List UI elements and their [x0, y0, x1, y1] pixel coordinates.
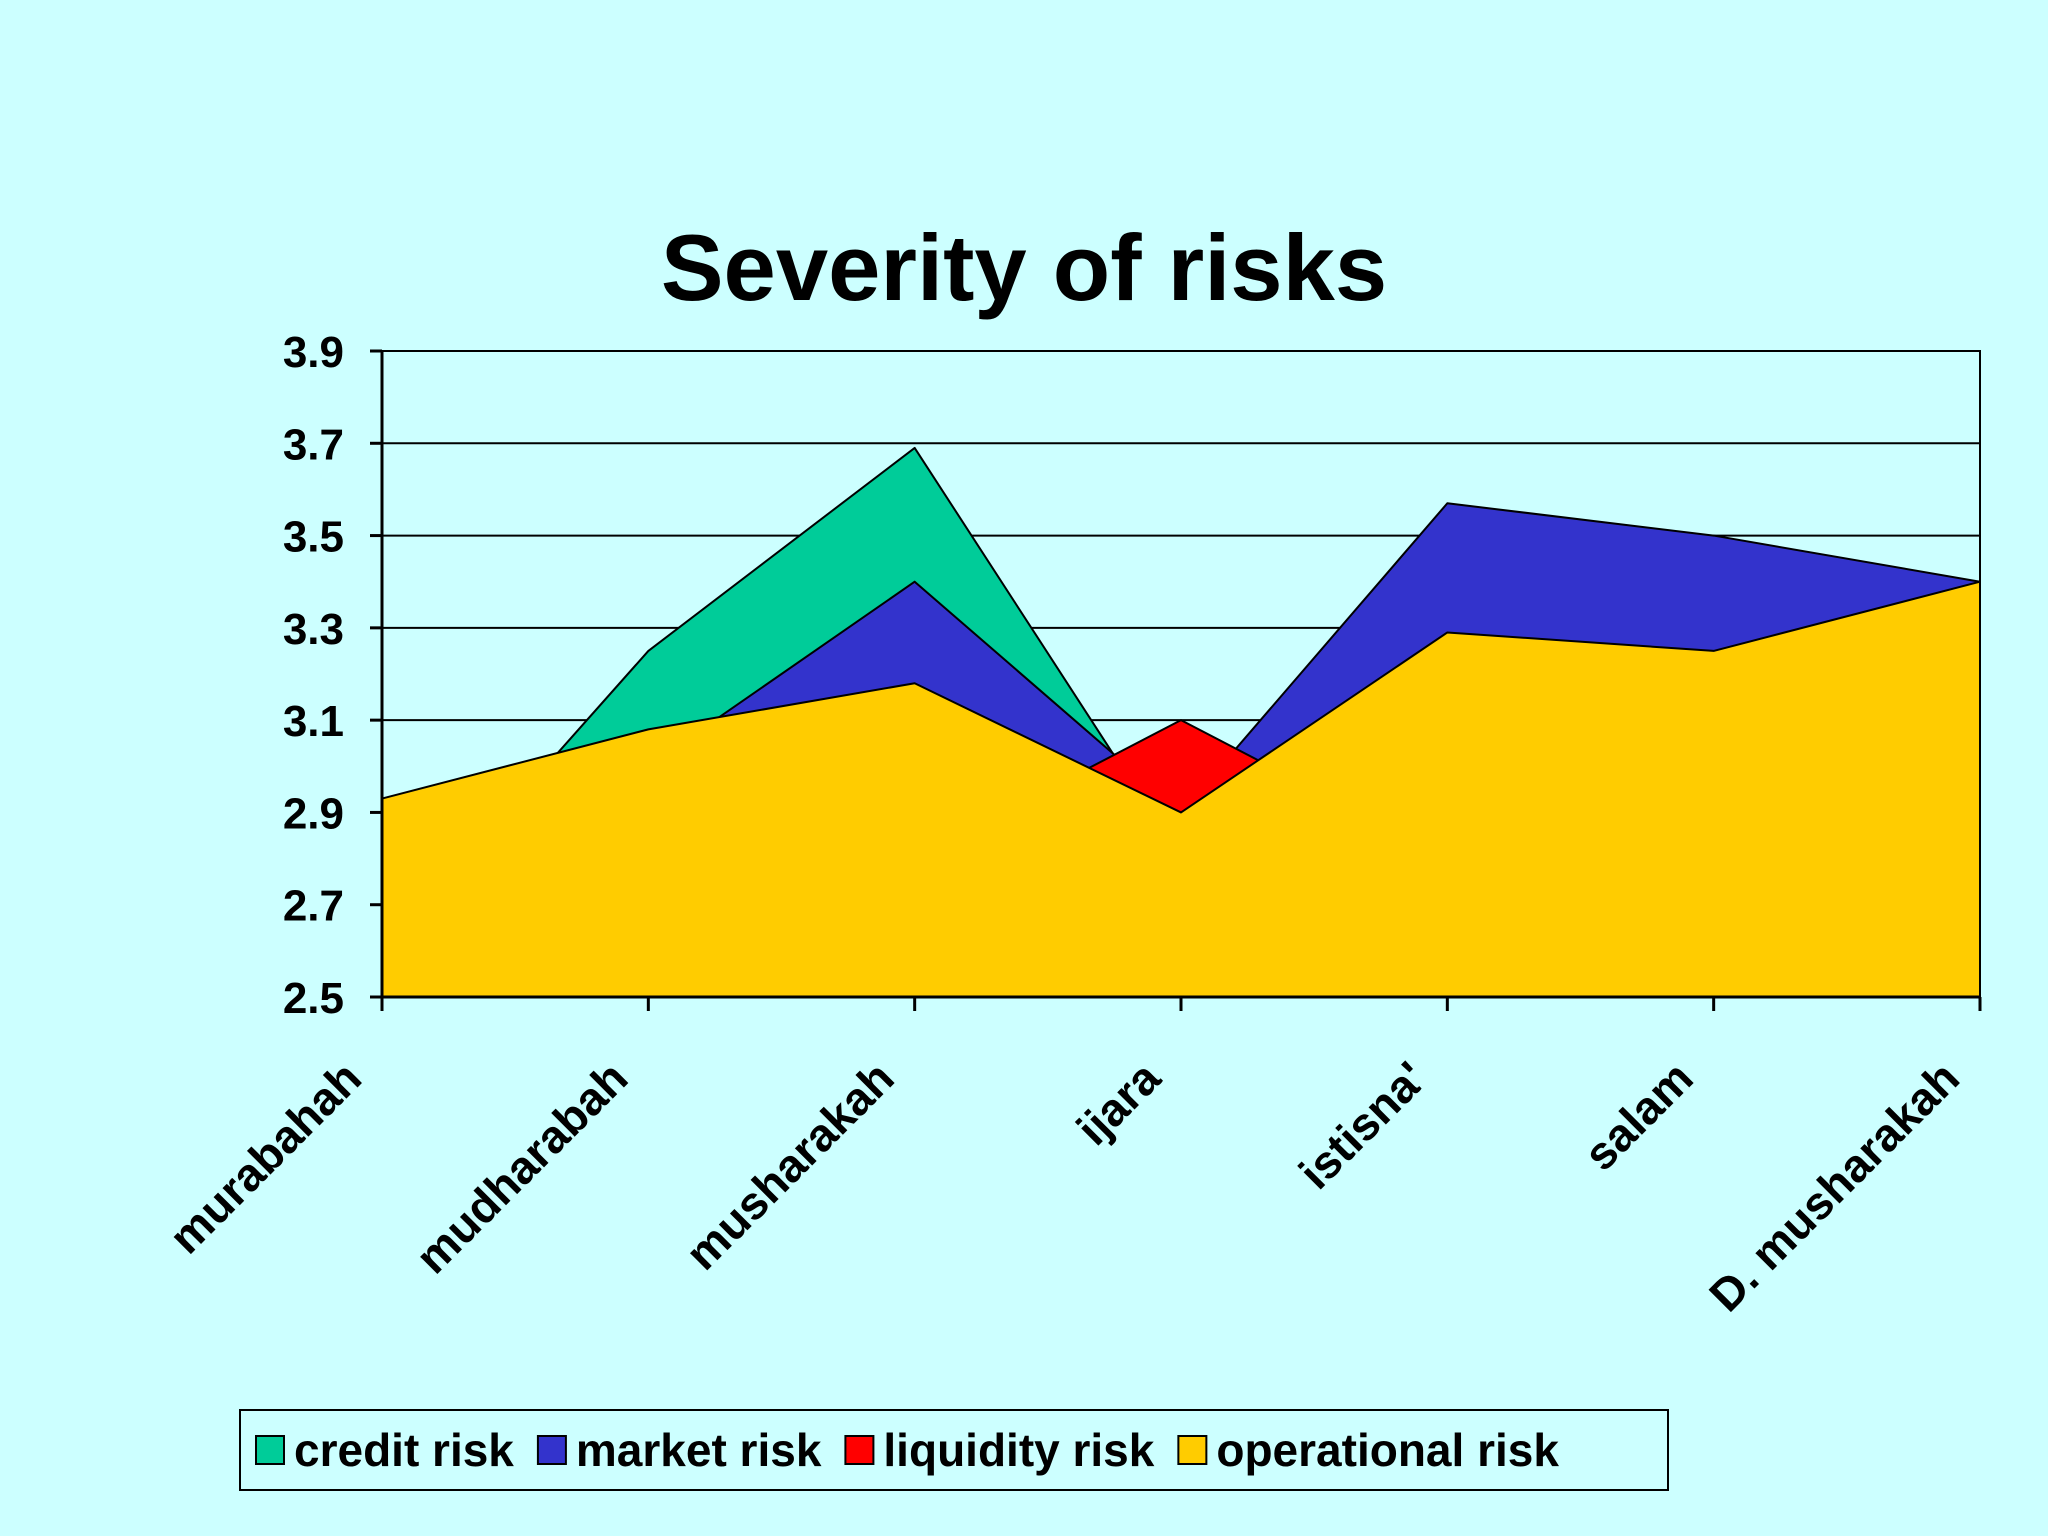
- legend-item-operational-risk: operational risk: [1177, 1424, 1559, 1476]
- x-tick-label: ijara: [1066, 1051, 1170, 1155]
- x-tick-label: murabahah: [159, 1051, 371, 1263]
- y-tick-label: 2.7: [283, 882, 344, 931]
- x-tick-label: istisna': [1289, 1051, 1437, 1199]
- y-tick-label: 3.1: [283, 697, 344, 746]
- x-axis-ticks: murabahah mudharabah musharakah ijara istisn…: [159, 997, 1982, 1321]
- x-tick-label: mudharabah: [405, 1051, 637, 1283]
- legend-label: operational risk: [1216, 1424, 1559, 1476]
- legend-swatch: [844, 1435, 875, 1465]
- legend-swatch: [536, 1435, 567, 1465]
- legend-swatch: [1177, 1435, 1208, 1465]
- x-tick-label: D. musharakah: [1699, 1051, 1969, 1321]
- legend-swatch: [255, 1435, 285, 1465]
- y-tick-label: 2.5: [283, 974, 344, 1023]
- legend-label: market risk: [576, 1424, 822, 1476]
- y-tick-label: 2.9: [283, 789, 344, 838]
- legend-item-liquidity-risk: liquidity risk: [844, 1424, 1155, 1476]
- y-tick-label: 3.3: [283, 605, 344, 654]
- legend: credit risk market risk liquidity risk oper…: [239, 1409, 1669, 1491]
- y-tick-label: 3.5: [283, 513, 344, 562]
- legend-box: [239, 1409, 1669, 1491]
- x-tick-label: musharakah: [675, 1051, 903, 1279]
- y-tick-label: 3.7: [283, 420, 344, 469]
- legend-item-market-risk: market risk: [536, 1424, 822, 1476]
- legend-label: liquidity risk: [883, 1424, 1154, 1476]
- legend-label: credit risk: [294, 1424, 514, 1476]
- legend-item-credit-risk: credit risk: [255, 1424, 514, 1476]
- x-tick-label: salam: [1574, 1051, 1703, 1180]
- y-tick-label: 3.9: [283, 328, 344, 377]
- y-axis-ticks: 2.5 2.7 2.9 3.1 3.3 3.5 3.7 3.9: [283, 328, 382, 1023]
- series-areas: [381, 446, 1981, 998]
- chart-title: Severity of risks: [661, 215, 1387, 320]
